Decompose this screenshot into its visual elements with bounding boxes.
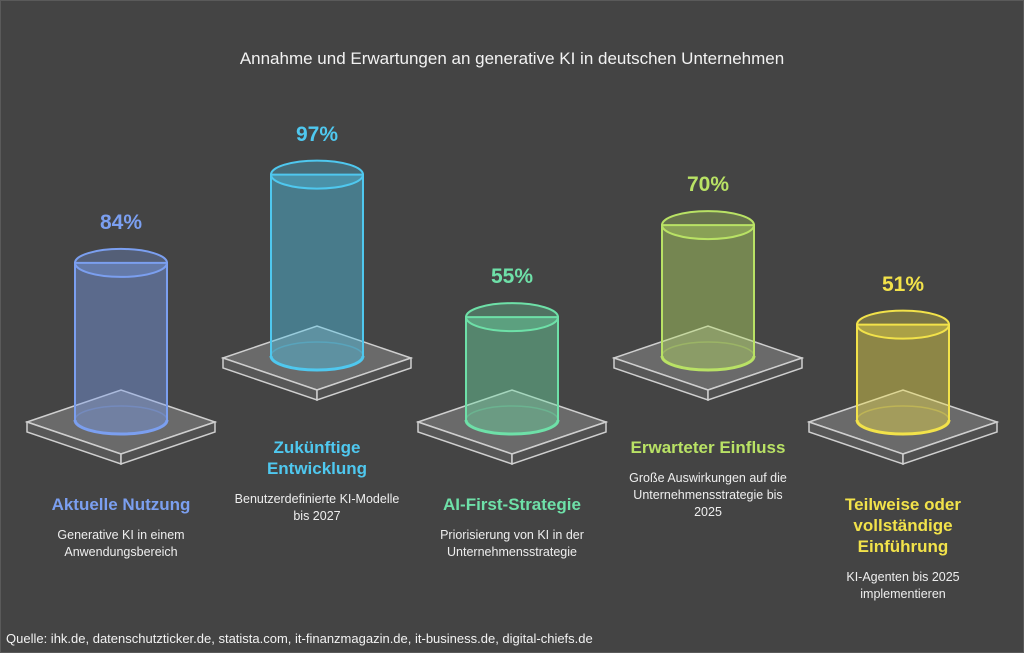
bar-base-glow bbox=[269, 355, 365, 372]
bar bbox=[270, 173, 364, 371]
bar-base-glow bbox=[73, 419, 169, 436]
bar-top bbox=[74, 247, 168, 278]
category-description: Generative KI in einem Anwendungsbereich bbox=[57, 528, 185, 559]
category-description: Priorisierung von KI in der Unternehmens… bbox=[440, 528, 584, 559]
bar-base-back bbox=[270, 341, 364, 357]
bar bbox=[856, 323, 950, 435]
bar-top bbox=[856, 309, 950, 340]
bar-top bbox=[465, 302, 559, 333]
bar-base-back bbox=[74, 405, 168, 421]
category-label: Erwarteter Einfluss bbox=[630, 438, 786, 457]
bar bbox=[661, 224, 755, 371]
platform-right bbox=[707, 356, 803, 402]
bar-base-back bbox=[856, 405, 950, 421]
source-note: Quelle: ihk.de, datenschutzticker.de, st… bbox=[6, 631, 593, 646]
category-description: Große Auswirkungen auf die Unternehmenss… bbox=[629, 471, 787, 519]
bar-base-back bbox=[661, 341, 755, 357]
category-description: Benutzerdefinierte KI-Modelle bis 2027 bbox=[234, 492, 400, 523]
platform-right bbox=[316, 356, 412, 402]
platform-right bbox=[902, 420, 998, 466]
category-label: Zukünftige Entwicklung bbox=[266, 438, 368, 478]
data-label: 97% bbox=[295, 122, 339, 146]
data-label: 55% bbox=[490, 265, 534, 289]
data-label: 70% bbox=[686, 173, 730, 197]
data-label: 84% bbox=[99, 210, 143, 234]
platform-right bbox=[511, 420, 607, 466]
data-label: 51% bbox=[881, 272, 925, 296]
category-label: Teilweise oder vollständige Einführung bbox=[845, 495, 961, 556]
bar bbox=[465, 316, 559, 435]
platform-right bbox=[120, 420, 216, 466]
category-label: Aktuelle Nutzung bbox=[51, 495, 191, 514]
bar-top bbox=[661, 210, 755, 241]
category-label: AI-First-Strategie bbox=[443, 495, 581, 514]
bar-top bbox=[270, 159, 364, 190]
bar-base-glow bbox=[855, 419, 951, 436]
category-description: KI-Agenten bis 2025 implementieren bbox=[846, 570, 960, 601]
bar-base-glow bbox=[660, 355, 756, 372]
bar bbox=[74, 261, 168, 435]
bar-base-back bbox=[465, 405, 559, 421]
chart-title: Annahme und Erwartungen an generative KI… bbox=[239, 49, 785, 68]
bar-base-glow bbox=[464, 419, 560, 436]
